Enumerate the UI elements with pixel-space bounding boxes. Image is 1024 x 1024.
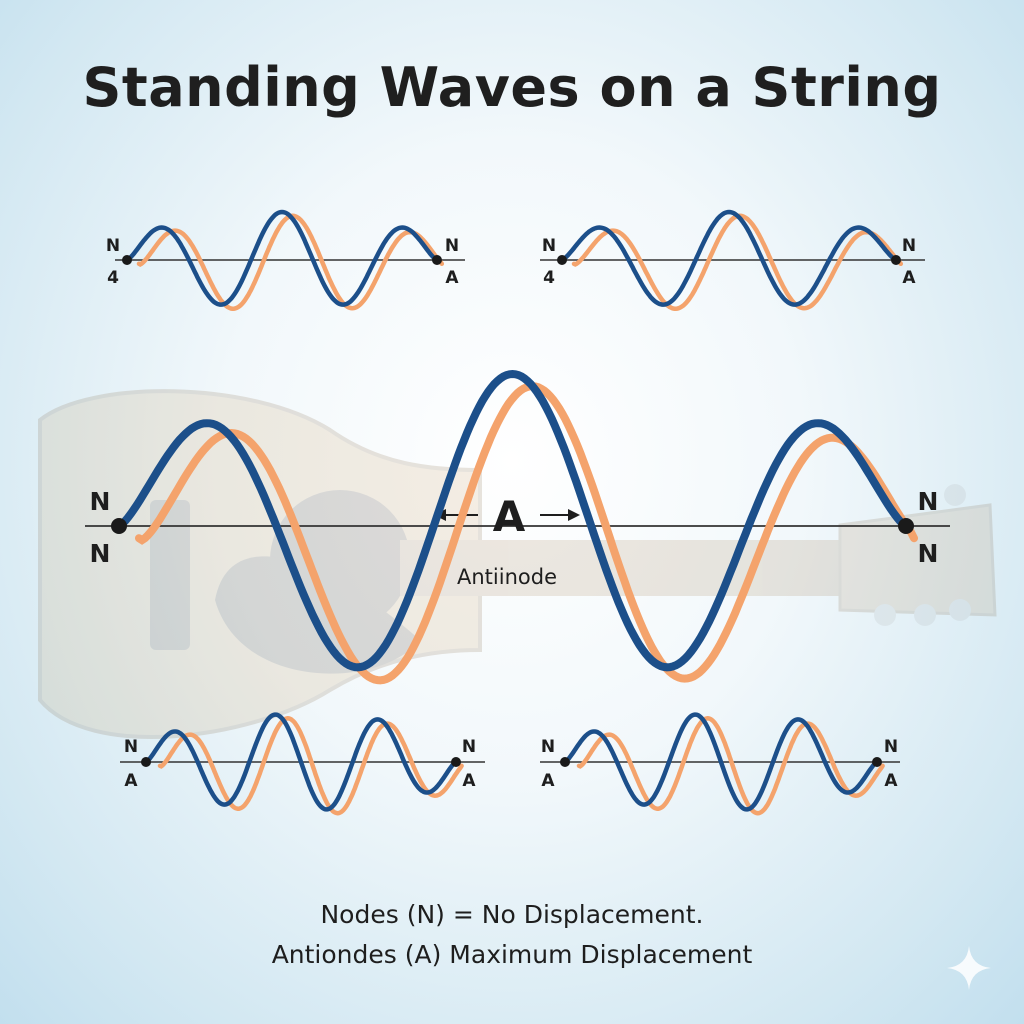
small-diagram-4-right-label-bottom: A (884, 771, 898, 791)
main-left-node-label-bottom: N (90, 539, 111, 568)
small-diagram-4-node-left (560, 757, 570, 767)
small-diagram-1-left-label-bottom: 4 (107, 268, 119, 288)
small-diagram-1-right-label-bottom: A (445, 268, 459, 288)
main-diagram-node-right (898, 518, 914, 534)
guitar-tuning-peg (874, 604, 896, 626)
small-diagram-1-node-right (432, 255, 442, 265)
small-diagram-2-right-label-bottom: A (902, 268, 916, 288)
small-diagram-4-left-label-bottom: A (541, 771, 555, 791)
main-diagram-node-left (111, 518, 127, 534)
small-diagram-3-right-label-bottom: A (462, 771, 476, 791)
small-diagram-4-wave-blue (562, 712, 880, 812)
caption-line-2: Antiondes (A) Maximum Displacement (271, 940, 753, 969)
small-diagram-3-left-label-top: N (124, 737, 138, 757)
main-right-node-label-bottom: N (918, 539, 939, 568)
small-diagram-2-right-label-top: N (902, 236, 916, 256)
guitar-tuning-peg (944, 484, 966, 506)
antinode-symbol: A (493, 492, 526, 541)
small-diagram-4-wave-orange (576, 716, 885, 816)
small-diagram-2-left-label-top: N (542, 236, 556, 256)
main-left-node-label-top: N (90, 487, 111, 516)
waves-layer (111, 209, 918, 816)
small-diagram-1-node-left (122, 255, 132, 265)
small-diagram-3-wave-orange (157, 716, 464, 816)
guitar-background-illustration (38, 389, 997, 739)
small-diagram-3-right-label-top: N (462, 737, 476, 757)
guitar-pickguard (215, 556, 420, 674)
main-diagram-wave-orange (135, 382, 918, 685)
guitar-bridge (150, 500, 190, 650)
small-diagram-3-node-left (141, 757, 151, 767)
guitar-headstock (838, 503, 997, 617)
small-diagram-4-node-right (872, 757, 882, 767)
sparkle-icon (947, 946, 991, 990)
small-diagram-3-node-right (451, 757, 461, 767)
guitar-tuning-peg (914, 604, 936, 626)
small-diagram-4-left-label-top: N (541, 737, 555, 757)
guitar-tuning-peg (949, 599, 971, 621)
small-diagram-2-left-label-bottom: 4 (543, 268, 555, 288)
antinode-label: Antiinode (457, 565, 557, 589)
small-diagram-2-node-right (891, 255, 901, 265)
small-diagram-1-left-label-top: N (106, 236, 120, 256)
page-title: Standing Waves on a String (82, 56, 942, 119)
small-diagram-2-wave-blue (559, 209, 899, 307)
small-diagram-3-left-label-bottom: A (124, 771, 138, 791)
small-diagram-1-wave-blue (124, 209, 440, 307)
small-diagram-4-right-label-top: N (884, 737, 898, 757)
main-right-node-label-top: N (918, 487, 939, 516)
caption-line-1: Nodes (N) = No Displacement. (320, 900, 704, 929)
small-diagram-3-wave-blue (143, 712, 459, 812)
main-diagram-wave-blue (115, 369, 910, 672)
small-diagram-1-right-label-top: N (445, 236, 459, 256)
small-diagram-2-node-left (557, 255, 567, 265)
antinode-arrowhead-right (568, 509, 580, 521)
